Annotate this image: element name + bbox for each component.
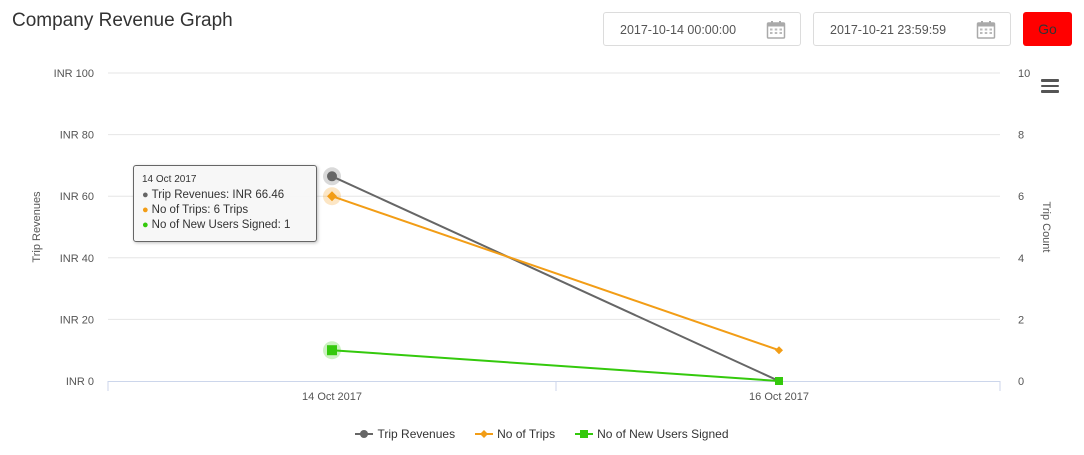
start-date-value: 2017-10-14 00:00:00 (620, 23, 737, 37)
tooltip-revenue-text: Trip Revenues: INR 66.46 (151, 189, 285, 201)
data-point (327, 171, 337, 182)
end-date-field[interactable]: 2017-10-21 23:59:59 (813, 12, 1011, 46)
y-left-tick-label: INR 100 (54, 68, 94, 80)
legend-item-trip-revenues[interactable]: Trip Revenues (355, 427, 455, 441)
tooltip-row-revenue: ● Trip Revenues: INR 66.46 (142, 188, 308, 203)
legend-item-new-users[interactable]: No of New Users Signed (575, 427, 729, 441)
tooltip-date: 14 Oct 2017 (142, 174, 197, 185)
tooltip-trips-text: No of Trips: 6 Trips (151, 204, 249, 216)
legend-label: No of Trips (497, 427, 556, 441)
x-tick-label: 16 Oct 2017 (749, 391, 809, 403)
legend-label: Trip Revenues (377, 427, 456, 441)
x-tick-label: 14 Oct 2017 (302, 391, 362, 403)
data-point (327, 345, 337, 356)
y-left-tick-label: INR 60 (60, 191, 94, 203)
series-dot-icon: ● (142, 219, 149, 231)
calendar-icon[interactable] (766, 20, 786, 40)
start-date-field[interactable]: 2017-10-14 00:00:00 (603, 12, 801, 46)
y-right-tick-label: 10 (1018, 68, 1030, 80)
y-left-tick-label: INR 80 (60, 130, 94, 142)
data-point (775, 346, 783, 355)
legend-item-no-of-trips[interactable]: No of Trips (475, 427, 555, 441)
y-left-tick-label: INR 40 (60, 253, 94, 265)
square-marker-icon (575, 430, 594, 438)
y-right-axis-title: Trip Count (1040, 202, 1052, 253)
series-dot-icon: ● (142, 204, 149, 216)
hamburger-menu-icon[interactable] (1041, 79, 1059, 93)
diamond-marker-icon (475, 430, 494, 438)
chart-legend: Trip Revenues No of Trips No of New User… (0, 425, 1084, 443)
series-dot-icon: ● (142, 189, 149, 201)
tooltip-row-trips: ● No of Trips: 6 Trips (142, 203, 308, 218)
y-right-tick-label: 4 (1018, 253, 1024, 265)
series-line (331, 195, 780, 352)
y-right-tick-label: 2 (1018, 314, 1024, 326)
y-left-axis-title: Trip Revenues (31, 191, 43, 263)
revenue-chart: INR 0 0 INR 20 2 INR 40 4 INR 60 6 INR 80 8 INR 10… (31, 68, 1052, 403)
y-right-tick-label: 0 (1018, 376, 1024, 388)
y-right-tick-label: 6 (1018, 191, 1024, 203)
tooltip-row-users: ● No of New Users Signed: 1 (142, 218, 308, 233)
go-button[interactable]: Go (1023, 12, 1072, 46)
y-left-tick-label: INR 0 (66, 376, 94, 388)
data-point (327, 191, 337, 202)
y-left-tick-label: INR 20 (60, 314, 94, 326)
tooltip-users-text: No of New Users Signed: 1 (151, 219, 291, 231)
end-date-value: 2017-10-21 23:59:59 (830, 23, 947, 37)
calendar-icon[interactable] (976, 20, 996, 40)
y-right-tick-label: 8 (1018, 130, 1024, 142)
chart-tooltip: 14 Oct 2017 ● Trip Revenues: INR 66.46 ● N… (133, 165, 317, 242)
series-line (331, 175, 780, 382)
legend-label: No of New Users Signed (597, 427, 729, 441)
series-line (331, 349, 780, 382)
circle-marker-icon (355, 430, 374, 438)
data-point (775, 377, 783, 385)
page-title: Company Revenue Graph (12, 10, 233, 31)
